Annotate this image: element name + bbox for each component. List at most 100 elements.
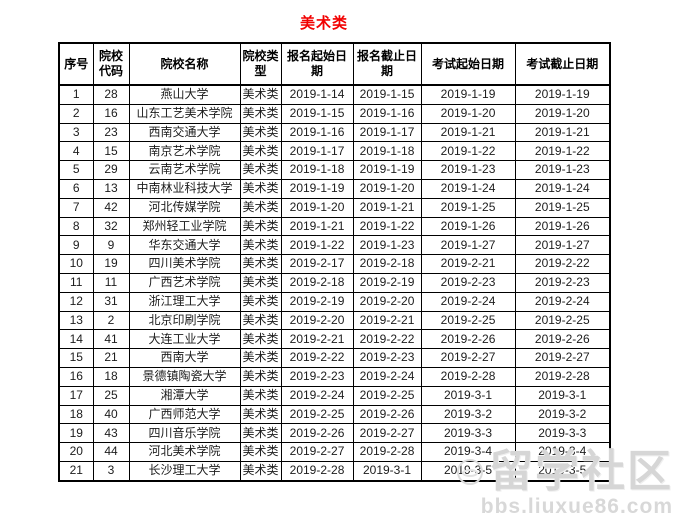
table-cell-1: 43	[92, 423, 130, 444]
table-row: 4 15 南京艺术学院 美术类 2019-1-17 2019-1-18 2019-1-22 2…	[58, 141, 611, 162]
table-cell-5: 2019-1-19	[352, 160, 422, 180]
table-cell-1: 9	[92, 235, 130, 256]
table-cell-7: 2019-1-19	[514, 84, 611, 105]
table-cell-7: 2019-2-25	[514, 310, 611, 331]
header-cell-4: 报名起始日期	[280, 42, 354, 86]
table-cell-3: 美术类	[239, 460, 282, 482]
site-watermark: 留学社区 bbs.liuxue86.com	[403, 450, 673, 517]
table-row: 2 16 山东工艺美术学院 美术类 2019-1-15 2019-1-16 2019-1-2…	[58, 103, 611, 124]
header-cell-3: 院校类型	[239, 42, 282, 86]
table-cell-1: 16	[92, 103, 130, 124]
globe-icon	[457, 459, 483, 485]
table-cell-7: 2019-2-22	[514, 254, 611, 274]
table-cell-5: 2019-1-22	[352, 216, 422, 237]
table-cell-3: 美术类	[239, 423, 282, 444]
table-row: 1 28 燕山大学 美术类 2019-1-14 2019-1-15 2019-1-19 201…	[58, 84, 611, 105]
table-cell-1: 23	[92, 122, 130, 143]
table-cell-3: 美术类	[239, 272, 282, 293]
table-cell-1: 25	[92, 385, 130, 406]
table-cell-4: 2019-1-18	[280, 160, 354, 180]
table-cell-2: 景德镇陶瓷大学	[128, 366, 241, 387]
table-header: 序号 院校代码 院校名称 院校类型 报名起始日期 报名截止日期 考试起始日期 考试截止日期	[58, 42, 611, 86]
table-cell-5: 2019-2-24	[352, 366, 422, 387]
table-cell-0: 9	[58, 235, 94, 256]
table-cell-5: 2019-2-20	[352, 291, 422, 312]
table-cell-4: 2019-2-18	[280, 272, 354, 293]
table-cell-4: 2019-1-15	[280, 103, 354, 124]
table-cell-2: 广西师范大学	[128, 404, 241, 425]
table-cell-7: 2019-1-23	[514, 160, 611, 180]
table-row: 18 40 广西师范大学 美术类 2019-2-25 2019-2-26 2019-3-2 2…	[58, 404, 611, 425]
table-cell-7: 2019-3-2	[514, 404, 611, 425]
table-cell-4: 2019-2-21	[280, 329, 354, 350]
table-cell-6: 2019-2-26	[420, 329, 516, 350]
table-row: 9 9 华东交通大学 美术类 2019-1-22 2019-1-23 2019-1-27 20…	[58, 235, 611, 256]
table-cell-0: 11	[58, 272, 94, 293]
table-cell-1: 28	[92, 84, 130, 105]
page-title: 美术类	[299, 15, 348, 32]
admission-schedule-table: 序号 院校代码 院校名称 院校类型 报名起始日期 报名截止日期 考试起始日期 考试截止日期 1…	[58, 42, 612, 482]
table-cell-0: 7	[58, 197, 94, 218]
table-cell-4: 2019-2-17	[280, 254, 354, 274]
table-cell-7: 2019-2-24	[514, 291, 611, 312]
table-cell-0: 21	[58, 460, 94, 482]
table-cell-3: 美术类	[239, 291, 282, 312]
table-cell-2: 北京印刷学院	[128, 310, 241, 331]
table-row: 13 2 北京印刷学院 美术类 2019-2-20 2019-2-21 2019-2-25 2…	[58, 310, 611, 331]
table-cell-4: 2019-2-20	[280, 310, 354, 331]
table-cell-4: 2019-2-26	[280, 423, 354, 444]
table-cell-3: 美术类	[239, 254, 282, 274]
table-cell-6: 2019-2-25	[420, 310, 516, 331]
table-cell-2: 广西艺术学院	[128, 272, 241, 293]
table-cell-5: 2019-2-18	[352, 254, 422, 274]
table-cell-5: 2019-1-20	[352, 178, 422, 199]
table-cell-6: 2019-3-1	[420, 385, 516, 406]
table-cell-1: 31	[92, 291, 130, 312]
table-cell-3: 美术类	[239, 160, 282, 180]
table-cell-3: 美术类	[239, 442, 282, 462]
table-cell-7: 2019-1-21	[514, 122, 611, 143]
table-row: 16 18 景德镇陶瓷大学 美术类 2019-2-23 2019-2-24 2019-2-2…	[58, 366, 611, 387]
table-cell-2: 中南林业科技大学	[128, 178, 241, 199]
table-cell-1: 19	[92, 254, 130, 274]
table-cell-4: 2019-2-19	[280, 291, 354, 312]
table-cell-2: 长沙理工大学	[128, 460, 241, 482]
table-cell-6: 2019-3-3	[420, 423, 516, 444]
table-cell-0: 5	[58, 160, 94, 180]
table-cell-7: 2019-2-27	[514, 348, 611, 368]
table-cell-2: 山东工艺美术学院	[128, 103, 241, 124]
table-cell-0: 14	[58, 329, 94, 350]
table-cell-5: 2019-1-15	[352, 84, 422, 105]
table-cell-1: 42	[92, 197, 130, 218]
table-cell-4: 2019-1-20	[280, 197, 354, 218]
table-cell-7: 2019-1-20	[514, 103, 611, 124]
table-row: 8 32 郑州轻工业学院 美术类 2019-1-21 2019-1-22 2019-1-26…	[58, 216, 611, 237]
table-cell-6: 2019-2-23	[420, 272, 516, 293]
table-cell-3: 美术类	[239, 103, 282, 124]
table-row: 7 42 河北传媒学院 美术类 2019-1-20 2019-1-21 2019-1-25 2…	[58, 197, 611, 218]
table-cell-0: 6	[58, 178, 94, 199]
table-cell-1: 2	[92, 310, 130, 331]
table-cell-5: 2019-2-28	[352, 442, 422, 462]
table-row: 20 44 河北美术学院 美术类 2019-2-27 2019-2-28 2019-3-4 2…	[58, 442, 611, 462]
table-cell-3: 美术类	[239, 122, 282, 143]
table-cell-6: 2019-2-24	[420, 291, 516, 312]
header-cell-1: 院校代码	[92, 42, 130, 86]
table-cell-7: 2019-1-26	[514, 216, 611, 237]
table-cell-4: 2019-1-16	[280, 122, 354, 143]
table-cell-3: 美术类	[239, 404, 282, 425]
table-cell-0: 8	[58, 216, 94, 237]
table-cell-5: 2019-1-23	[352, 235, 422, 256]
table-body: 1 28 燕山大学 美术类 2019-1-14 2019-1-15 2019-1-19 201…	[58, 84, 611, 482]
table-cell-5: 2019-1-21	[352, 197, 422, 218]
table-cell-2: 南京艺术学院	[128, 141, 241, 162]
table-cell-2: 大连工业大学	[128, 329, 241, 350]
watermark-site-url: bbs.liuxue86.com	[480, 495, 673, 518]
table-cell-6: 2019-2-27	[420, 348, 516, 368]
table-cell-7: 2019-2-26	[514, 329, 611, 350]
table-cell-1: 29	[92, 160, 130, 180]
table-cell-2: 湘潭大学	[128, 385, 241, 406]
table-cell-5: 2019-2-23	[352, 348, 422, 368]
table-cell-2: 河北传媒学院	[128, 197, 241, 218]
table-cell-7: 2019-3-1	[514, 385, 611, 406]
